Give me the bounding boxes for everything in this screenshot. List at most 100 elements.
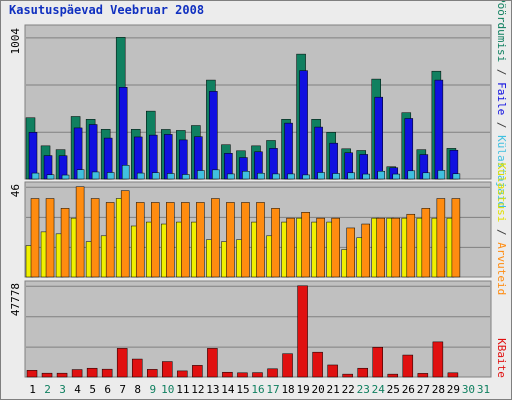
x-tick-label-day-12: 12 xyxy=(191,383,204,396)
x-tick-label-day-13: 13 xyxy=(206,383,219,396)
bar-sites-day-19 xyxy=(301,212,310,278)
bar-sites-day-24 xyxy=(376,217,385,278)
bar-kbytes-day-3 xyxy=(56,372,68,378)
bar-kbytes-day-11 xyxy=(177,370,188,378)
bar-files-day-26 xyxy=(404,118,414,180)
bar-files-day-24 xyxy=(374,96,383,180)
legend-label-panel-1: Pöördumisi / Faile / Külastajaid xyxy=(495,1,508,208)
x-tick-label-day-17: 17 xyxy=(266,383,279,396)
bar-sites-day-20 xyxy=(316,217,325,278)
x-tick-label-day-30: 30 xyxy=(462,383,475,396)
bar-visitors-day-16 xyxy=(257,172,265,180)
bar-sites-day-12 xyxy=(196,202,205,278)
bar-kbytes-day-7 xyxy=(116,348,128,378)
bar-sites-day-10 xyxy=(166,202,175,278)
bar-visitors-day-10 xyxy=(167,173,175,180)
bar-kbytes-day-22 xyxy=(342,373,353,378)
x-tick-label-day-3: 3 xyxy=(59,383,66,396)
bar-kbytes-day-15 xyxy=(237,372,248,378)
bar-sites-day-8 xyxy=(135,202,145,278)
bar-kbytes-day-18 xyxy=(282,353,293,378)
bar-kbytes-day-10 xyxy=(162,361,173,378)
x-tick-label-day-10: 10 xyxy=(161,383,174,396)
bar-visitors-day-18 xyxy=(287,173,295,180)
bar-visitors-day-12 xyxy=(197,170,205,180)
legend-label-panel-1-part-0: Pöördumisi xyxy=(495,1,508,62)
bar-kbytes-day-20 xyxy=(312,351,323,378)
x-tick-label-day-2: 2 xyxy=(44,383,51,396)
x-tick-label-day-4: 4 xyxy=(74,383,81,396)
bar-sites-day-27 xyxy=(421,208,431,278)
legend-label-panel-3-part-0: KBaite xyxy=(495,338,508,378)
bar-visitors-day-6 xyxy=(106,172,115,180)
bar-kbytes-day-21 xyxy=(327,364,338,378)
y-axis-max-label-panel-1: 1004 xyxy=(9,28,22,55)
bar-sites-day-6 xyxy=(105,202,115,278)
x-tick-label-day-28: 28 xyxy=(432,383,445,396)
bar-kbytes-day-27 xyxy=(417,373,429,378)
x-tick-label-day-5: 5 xyxy=(89,383,96,396)
x-tick-label-day-27: 27 xyxy=(417,383,430,396)
bar-sites-day-28 xyxy=(436,198,446,278)
bar-files-day-20 xyxy=(314,126,323,180)
legend-label-panel-2-part-2: Arvuteid xyxy=(495,242,508,295)
x-tick-label-day-14: 14 xyxy=(221,383,235,396)
bar-sites-day-16 xyxy=(256,202,265,278)
bar-visitors-day-27 xyxy=(422,172,431,180)
x-tick-label-day-11: 11 xyxy=(176,383,189,396)
x-tick-label-day-16: 16 xyxy=(251,383,264,396)
legend-label-panel-1-part-2: Faile xyxy=(495,82,508,115)
bar-visitors-day-3 xyxy=(61,174,70,180)
bar-visitors-day-26 xyxy=(407,170,416,180)
legend-label-panel-1-part-4: Külastajaid xyxy=(495,135,508,208)
bar-sites-day-25 xyxy=(391,217,401,278)
bar-kbytes-day-13 xyxy=(207,348,218,378)
legend-label-panel-2-part-1: / xyxy=(495,222,508,242)
bar-sites-day-14 xyxy=(226,202,235,278)
bar-kbytes-day-12 xyxy=(192,365,203,378)
legend-label-panel-2: Külastusi / Arvuteid xyxy=(495,163,508,295)
bar-visitors-day-5 xyxy=(91,171,100,180)
bar-visitors-day-7 xyxy=(121,165,130,180)
bar-sites-day-9 xyxy=(151,202,160,278)
x-tick-label-day-19: 19 xyxy=(296,383,309,396)
bar-kbytes-day-23 xyxy=(357,367,368,378)
x-tick-label-day-31: 31 xyxy=(477,383,490,396)
bar-visitors-day-24 xyxy=(377,170,385,180)
bar-kbytes-day-1 xyxy=(26,370,38,378)
bar-files-day-5 xyxy=(88,124,98,180)
bar-visitors-day-9 xyxy=(152,172,160,180)
bar-visitors-day-11 xyxy=(182,174,190,180)
bar-kbytes-day-28 xyxy=(432,341,444,378)
bar-files-day-1 xyxy=(28,132,38,180)
x-tick-label-day-9: 9 xyxy=(149,383,156,396)
bar-kbytes-day-26 xyxy=(402,354,414,378)
bar-visitors-day-4 xyxy=(76,169,85,180)
bar-sites-day-23 xyxy=(361,223,370,278)
bar-files-day-10 xyxy=(164,134,173,180)
bar-sites-day-26 xyxy=(406,213,416,278)
bar-visitors-day-14 xyxy=(227,173,235,180)
x-tick-label-day-23: 23 xyxy=(357,383,370,396)
bar-visitors-day-28 xyxy=(437,170,446,180)
bar-visitors-day-19 xyxy=(302,174,310,180)
bar-sites-day-22 xyxy=(346,227,355,278)
legend-label-panel-1-part-1: / xyxy=(495,62,508,82)
x-tick-label-day-26: 26 xyxy=(402,383,415,396)
bar-visitors-day-8 xyxy=(136,172,145,180)
bar-visitors-day-29 xyxy=(452,173,461,180)
bar-files-day-19 xyxy=(299,70,308,180)
bar-visitors-day-23 xyxy=(362,173,370,180)
bar-kbytes-day-9 xyxy=(147,369,158,378)
x-tick-label-day-20: 20 xyxy=(312,383,325,396)
bar-sites-day-17 xyxy=(271,208,280,278)
bar-sites-day-11 xyxy=(181,202,190,278)
bar-visitors-day-1 xyxy=(31,172,40,180)
x-tick-label-day-21: 21 xyxy=(327,383,340,396)
y-axis-max-label-panel-3: 47778 xyxy=(9,283,22,316)
bar-kbytes-day-8 xyxy=(131,358,143,378)
bar-visitors-day-2 xyxy=(46,174,55,180)
bar-sites-day-5 xyxy=(90,198,100,278)
bar-visitors-day-20 xyxy=(317,172,325,180)
